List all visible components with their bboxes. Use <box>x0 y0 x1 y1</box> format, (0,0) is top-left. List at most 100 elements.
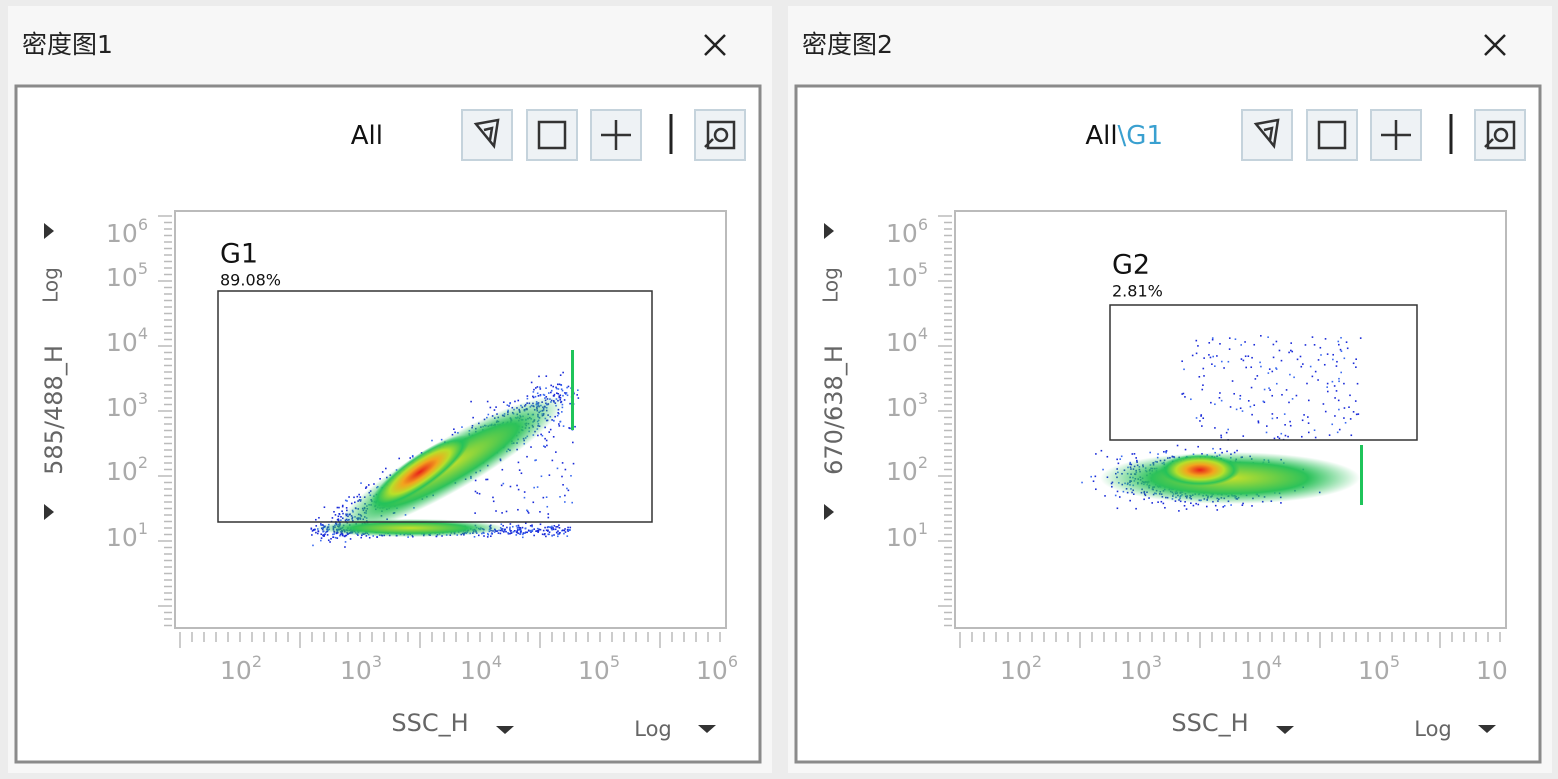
event-dot <box>539 386 541 389</box>
x-axis-scale-dropdown[interactable] <box>1478 725 1496 733</box>
event-dot <box>544 526 546 529</box>
event-dot <box>556 525 559 528</box>
x-axis-label[interactable]: SSC_H <box>391 709 468 737</box>
rectangle-gate-tool[interactable] <box>526 109 578 161</box>
event-dot <box>522 533 524 536</box>
event-dot <box>1225 431 1228 434</box>
event-dot <box>517 488 520 491</box>
quadrant-gate-tool[interactable] <box>590 109 642 161</box>
close-button[interactable] <box>704 34 726 56</box>
event-dot <box>331 517 334 519</box>
y-axis-arrow[interactable] <box>824 504 834 520</box>
event-dot <box>555 386 557 389</box>
event-dot <box>487 413 490 416</box>
event-dot <box>1135 457 1137 459</box>
tick-base: 10 <box>1358 656 1390 685</box>
x-axis-dropdown[interactable] <box>1276 726 1294 734</box>
event-dot <box>516 484 518 487</box>
event-dot <box>536 530 538 532</box>
event-dot <box>518 526 520 529</box>
event-dot <box>1214 403 1216 406</box>
event-dot <box>526 510 529 513</box>
event-dot <box>1178 510 1180 512</box>
event-dot <box>474 479 477 482</box>
x-axis-scale[interactable]: Log <box>1414 717 1452 741</box>
event-dot <box>1338 380 1340 383</box>
tick-base: 10 <box>460 656 492 685</box>
event-dot <box>507 532 509 534</box>
event-dot <box>1285 389 1288 391</box>
event-dot <box>1350 434 1353 437</box>
event-dot <box>348 496 350 498</box>
event-dot <box>1268 368 1271 370</box>
gate-path-segment[interactable]: All <box>351 121 383 151</box>
event-dot <box>1192 504 1195 507</box>
event-dot <box>1216 509 1219 511</box>
polygon-gate-tool[interactable] <box>461 109 513 161</box>
y-axis-label[interactable]: 670/638_H <box>820 345 848 475</box>
event-dot <box>1210 401 1212 404</box>
event-dot <box>535 530 537 532</box>
event-dot <box>557 392 560 395</box>
event-dot <box>1314 436 1317 439</box>
y-axis-scale[interactable]: Log <box>39 267 63 303</box>
event-dot <box>1288 351 1290 354</box>
event-dot <box>1355 413 1358 416</box>
rectangle-gate-tool[interactable] <box>1306 109 1358 161</box>
y-axis-label[interactable]: 585/488_H <box>40 345 68 475</box>
zoom-tool[interactable] <box>1474 109 1526 161</box>
polygon-gate-tool[interactable] <box>1241 109 1293 161</box>
event-dot <box>516 531 518 534</box>
event-dot <box>1197 503 1200 506</box>
event-dot <box>514 529 516 532</box>
event-dot <box>545 529 548 532</box>
event-dot <box>1317 379 1319 381</box>
event-dot <box>337 515 340 518</box>
gate-name: G2 <box>1112 250 1150 281</box>
tool-button <box>526 109 578 161</box>
event-dot <box>319 539 322 542</box>
x-axis-dropdown[interactable] <box>496 726 514 734</box>
event-dot <box>1254 378 1257 380</box>
event-dot <box>1181 393 1183 395</box>
x-axis-scale-dropdown[interactable] <box>698 725 716 733</box>
gate-path-segment[interactable]: \G1 <box>1118 121 1163 151</box>
event-dot <box>555 451 557 453</box>
event-dot <box>1251 505 1253 507</box>
event-dot <box>517 526 519 529</box>
event-dot <box>1214 504 1217 507</box>
event-dot <box>530 531 532 533</box>
gate[interactable]: G22.81% <box>1109 250 1418 441</box>
event-dot <box>500 523 503 526</box>
x-axis-label[interactable]: SSC_H <box>1171 709 1248 737</box>
quadrant-gate-tool[interactable] <box>1370 109 1422 161</box>
event-dot <box>566 535 569 537</box>
close-button[interactable] <box>1484 34 1506 56</box>
tick-exponent: 5 <box>138 259 148 278</box>
event-dot <box>1151 502 1154 504</box>
y-axis-arrow[interactable] <box>44 223 54 239</box>
zoom-tool[interactable] <box>694 109 746 161</box>
x-axis-scale[interactable]: Log <box>634 717 672 741</box>
tick-exponent: 4 <box>138 324 148 343</box>
y-axis-arrow[interactable] <box>44 504 54 520</box>
event-dot <box>1343 357 1346 360</box>
event-dot <box>1185 508 1188 510</box>
event-dot <box>470 400 472 403</box>
event-dot <box>560 384 563 387</box>
y-axis-arrow[interactable] <box>824 223 834 239</box>
event-dot <box>546 505 549 508</box>
event-dot <box>373 483 375 485</box>
gate-path-segment[interactable]: All <box>1085 121 1117 151</box>
event-dot <box>1219 448 1222 450</box>
event-dot <box>1199 420 1201 422</box>
event-dot <box>1191 354 1194 357</box>
y-axis-scale[interactable]: Log <box>819 267 843 303</box>
event-dot <box>1219 343 1221 345</box>
event-dot <box>1094 475 1097 478</box>
event-dot <box>1291 398 1294 400</box>
event-dot <box>1340 336 1342 339</box>
event-dot <box>1344 421 1347 424</box>
event-dot <box>521 526 524 529</box>
